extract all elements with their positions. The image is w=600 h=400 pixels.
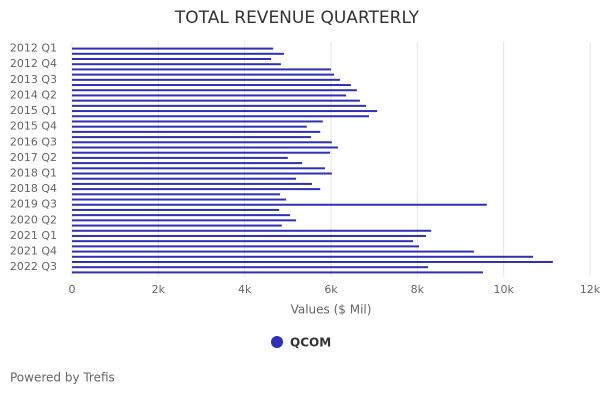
- bar: [72, 115, 369, 118]
- bar: [72, 250, 474, 253]
- y-tick-label: 2013 Q3: [10, 73, 57, 86]
- x-tick-label: 2k: [152, 283, 166, 296]
- bar: [72, 89, 357, 92]
- y-tick-label: 2015 Q1: [10, 104, 57, 117]
- bar: [72, 188, 321, 191]
- bar: [72, 214, 290, 217]
- y-tick-label: 2017 Q2: [10, 151, 57, 164]
- y-tick-label: 2018 Q4: [10, 182, 57, 195]
- bar: [72, 156, 288, 159]
- footer: Powered by Trefis: [10, 371, 115, 385]
- bar: [72, 234, 426, 237]
- y-tick-label: 2018 Q1: [10, 167, 57, 180]
- bar: [72, 203, 487, 206]
- bar: [72, 224, 282, 227]
- bar: [72, 146, 338, 149]
- bar: [72, 84, 351, 87]
- bar: [72, 104, 366, 107]
- x-axis-title: Values ($ Mil): [291, 303, 372, 317]
- bar: [72, 266, 429, 269]
- legend-label: QCOM: [290, 336, 331, 350]
- bar: [72, 208, 280, 211]
- legend-marker: [271, 336, 283, 348]
- y-tick-label: 2015 Q4: [10, 120, 57, 133]
- x-tick-label: 0: [69, 283, 76, 296]
- bar: [72, 78, 341, 81]
- bar: [72, 68, 331, 71]
- x-tick-label: 6k: [324, 283, 338, 296]
- bar: [72, 63, 281, 66]
- bar: [72, 58, 271, 61]
- bar: [72, 182, 313, 185]
- y-tick-label: 2014 Q2: [10, 88, 57, 101]
- bar: [72, 245, 420, 248]
- y-tick-label: 2012 Q4: [10, 57, 57, 70]
- bar: [72, 177, 297, 180]
- bar: [72, 52, 284, 55]
- bar: [72, 47, 274, 50]
- bar: [72, 193, 281, 196]
- bar: [72, 172, 332, 175]
- y-tick-label: 2021 Q1: [10, 229, 57, 242]
- x-tick-label: 4k: [238, 283, 252, 296]
- bar: [72, 141, 332, 144]
- x-tick-label: 12k: [580, 283, 600, 296]
- y-tick-label: 2012 Q1: [10, 42, 57, 55]
- y-tick-label: 2021 Q4: [10, 245, 57, 258]
- bar: [72, 151, 331, 154]
- bar: [72, 198, 287, 201]
- bar: [72, 229, 432, 232]
- bar: [72, 271, 483, 274]
- bar: [72, 99, 360, 102]
- bar: [72, 125, 307, 128]
- y-tick-label: 2020 Q2: [10, 213, 57, 226]
- bar: [72, 73, 335, 76]
- y-tick-label: 2022 Q3: [10, 260, 57, 273]
- bar: [72, 219, 297, 222]
- x-tick-label: 10k: [493, 283, 514, 296]
- x-tick-label: 8k: [411, 283, 425, 296]
- bar: [72, 110, 378, 113]
- bar: [72, 255, 534, 258]
- bar: [72, 240, 414, 243]
- y-tick-label: 2016 Q3: [10, 135, 57, 148]
- chart-title: TOTAL REVENUE QUARTERLY: [174, 8, 420, 28]
- bar: [72, 94, 347, 97]
- bar: [72, 167, 325, 170]
- bar: [72, 130, 321, 133]
- bar: [72, 162, 303, 165]
- y-tick-label: 2019 Q3: [10, 198, 57, 211]
- bar: [72, 260, 553, 263]
- bar: [72, 136, 312, 139]
- bar: [72, 120, 323, 123]
